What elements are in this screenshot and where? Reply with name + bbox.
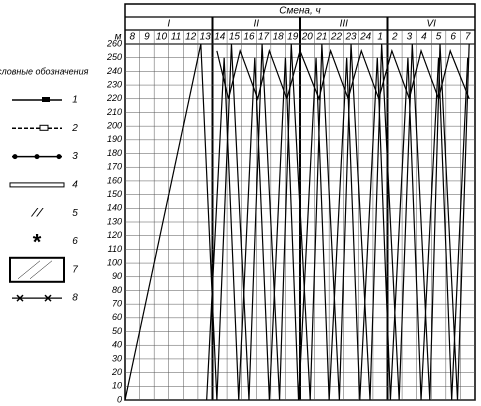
x-tick-label: 21 <box>315 32 327 43</box>
x-tick-label: 11 <box>171 32 181 43</box>
y-tick-label: 140 <box>107 203 122 213</box>
y-tick-label: 0 <box>117 394 122 404</box>
x-tick-label: 5 <box>436 32 442 43</box>
y-tick-label: 50 <box>112 326 122 336</box>
legend-symbol: * <box>33 229 42 254</box>
legend-symbol <box>9 256 65 283</box>
legend-label: 2 <box>71 123 78 134</box>
shift-label: III <box>340 19 349 30</box>
x-tick-label: 14 <box>214 32 226 43</box>
x-tick-label: 12 <box>185 32 197 43</box>
x-tick-label: 4 <box>421 32 427 43</box>
y-tick-label: 10 <box>112 381 122 391</box>
y-tick-label: 170 <box>107 162 122 172</box>
y-tick-label: 110 <box>108 244 122 254</box>
x-tick-label: 16 <box>243 32 255 43</box>
legend-symbol <box>42 97 50 102</box>
y-tick-label: 180 <box>107 148 122 158</box>
shift-label: VI <box>427 19 437 30</box>
y-tick-label: 120 <box>107 230 122 240</box>
legend-symbol <box>56 154 62 160</box>
series-line <box>206 57 469 401</box>
x-tick-label: 17 <box>258 32 270 43</box>
legend-label: 1 <box>72 95 78 106</box>
legend-title: Условные обозначения <box>0 66 89 76</box>
x-tick-label: 24 <box>359 32 372 43</box>
x-tick-label: 1 <box>377 32 383 43</box>
y-tick-label: 30 <box>112 353 122 363</box>
x-tick-label: 10 <box>156 32 168 43</box>
y-tick-label: 230 <box>106 79 122 89</box>
series-line <box>124 43 202 401</box>
legend-symbol <box>34 154 40 160</box>
legend-symbol: ⁄ ⁄ <box>30 205 44 219</box>
y-tick-label: 60 <box>112 312 122 322</box>
legend-symbol <box>39 124 49 131</box>
x-tick-label: 22 <box>330 32 343 43</box>
y-tick-label: 210 <box>106 107 122 117</box>
x-tick-label: 13 <box>200 32 212 43</box>
legend-symbol <box>9 182 65 188</box>
legend-label: 8 <box>72 293 78 304</box>
y-tick-label: 100 <box>107 257 122 267</box>
legend-symbol <box>16 294 24 302</box>
legend-symbol <box>12 154 18 160</box>
legend-label: 4 <box>72 180 78 191</box>
y-tick-label: 80 <box>112 285 122 295</box>
legend-label: 7 <box>72 264 78 275</box>
series-line <box>200 43 470 401</box>
legend-symbol <box>17 260 41 279</box>
y-tick-label: 260 <box>106 38 122 48</box>
x-tick-label: 23 <box>344 32 357 43</box>
x-tick-label: 7 <box>465 32 471 43</box>
y-tick-label: 130 <box>107 216 122 226</box>
y-tick-label: 250 <box>106 52 122 62</box>
x-tick-label: 20 <box>301 32 314 43</box>
y-tick-label: 190 <box>107 134 122 144</box>
y-tick-label: 200 <box>106 121 122 131</box>
y-tick-label: 40 <box>112 340 122 350</box>
x-tick-label: 3 <box>407 32 413 43</box>
y-tick-label: 160 <box>107 175 122 185</box>
x-tick-label: 19 <box>287 32 299 43</box>
y-tick-label: 70 <box>112 299 122 309</box>
x-tick-label: 2 <box>391 32 398 43</box>
y-tick-label: 90 <box>112 271 122 281</box>
header-title: Смена, ч <box>279 6 320 17</box>
legend-label: 5 <box>72 208 78 219</box>
y-tick-label: 220 <box>106 93 122 103</box>
x-tick-label: 6 <box>450 32 456 43</box>
x-tick-label: 18 <box>273 32 285 43</box>
x-tick-label: 8 <box>130 32 136 43</box>
y-tick-label: 240 <box>106 66 122 76</box>
y-unit: м <box>115 32 122 43</box>
x-tick-label: 15 <box>229 32 241 43</box>
shift-label: II <box>253 19 259 30</box>
legend-label: 6 <box>72 236 78 247</box>
shift-label: I <box>167 19 170 30</box>
series-line <box>216 48 470 101</box>
legend-symbol <box>44 294 52 302</box>
legend-symbol <box>29 260 53 279</box>
x-tick-label: 9 <box>144 32 150 43</box>
y-tick-label: 150 <box>107 189 122 199</box>
y-tick-label: 20 <box>111 367 122 377</box>
legend-label: 3 <box>72 151 78 162</box>
